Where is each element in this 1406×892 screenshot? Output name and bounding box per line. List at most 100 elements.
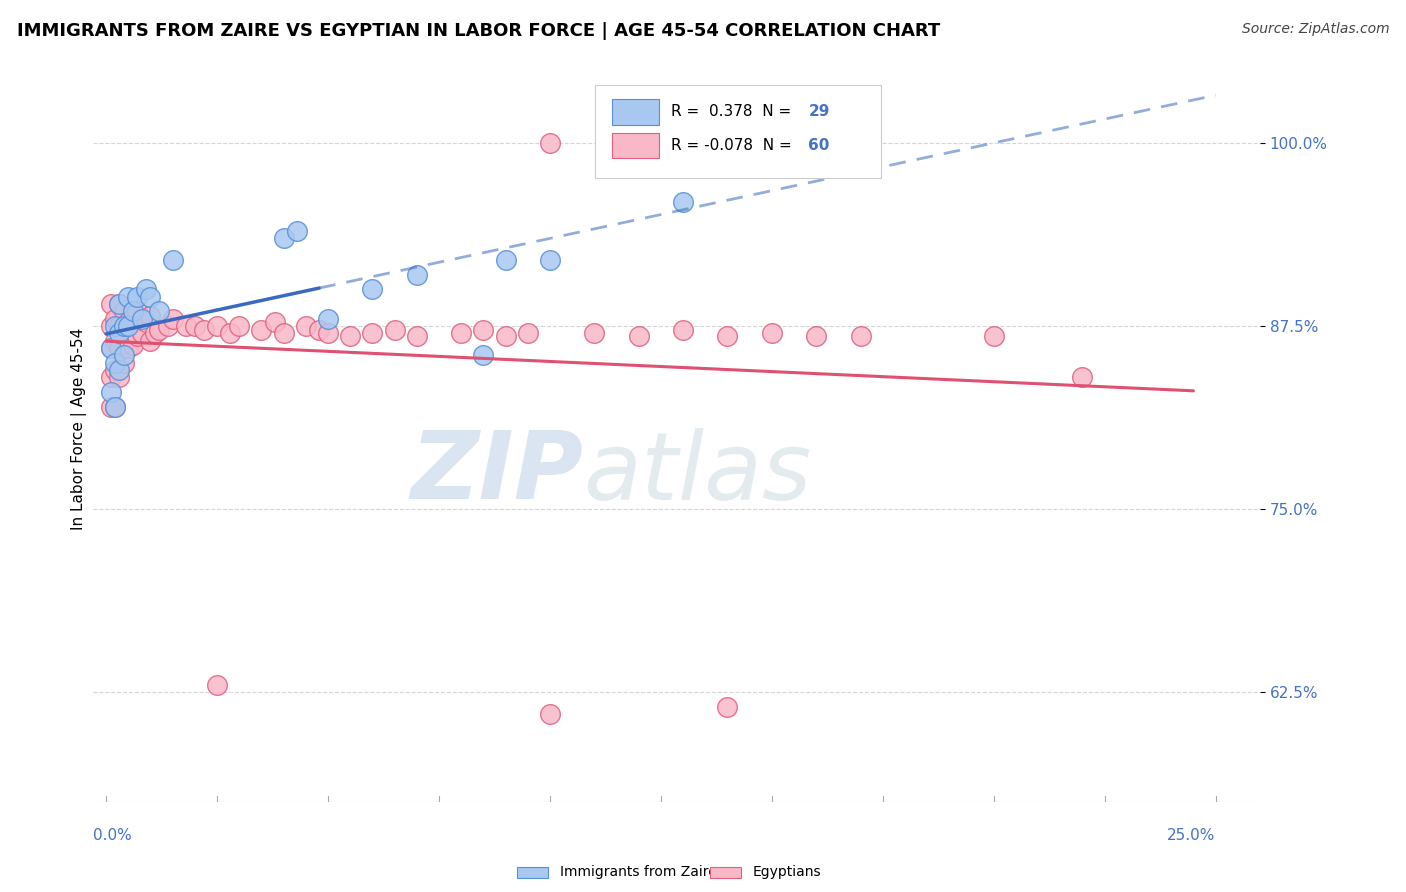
Point (108, 363, 131, 377)
Point (983, 329, 1005, 343)
Point (339, 329, 361, 343)
Point (117, 315, 139, 329)
Point (108, 370, 131, 384)
Point (538, 707, 561, 722)
Point (100, 297, 122, 311)
Point (127, 290, 149, 304)
Point (228, 319, 250, 334)
Text: R =  0.378  N =: R = 0.378 N = (671, 104, 796, 120)
Point (806, 329, 828, 343)
Point (472, 348, 495, 362)
Point (205, 319, 228, 334)
Point (108, 326, 131, 341)
Point (405, 268, 427, 282)
Point (672, 194, 695, 209)
Text: ZIP: ZIP (411, 427, 583, 519)
Point (450, 326, 472, 341)
Text: IMMIGRANTS FROM ZAIRE VS EGYPTIAN IN LABOR FORCE | AGE 45-54 CORRELATION CHART: IMMIGRANTS FROM ZAIRE VS EGYPTIAN IN LAB… (17, 22, 941, 40)
Text: Source: ZipAtlas.com: Source: ZipAtlas.com (1241, 22, 1389, 37)
Point (472, 323, 495, 337)
Text: R = -0.078  N =: R = -0.078 N = (671, 138, 796, 153)
Point (761, 326, 783, 341)
Point (112, 356, 135, 370)
Point (100, 400, 122, 414)
Point (308, 323, 330, 337)
Text: Immigrants from Zaire: Immigrants from Zaire (560, 865, 716, 880)
Text: 25.0%: 25.0% (1167, 829, 1216, 844)
Point (295, 319, 318, 334)
Point (112, 319, 135, 334)
Point (108, 319, 131, 334)
Point (108, 297, 131, 311)
Point (121, 304, 143, 318)
Point (104, 334, 127, 348)
Point (184, 319, 207, 334)
Point (143, 326, 166, 341)
Point (583, 326, 606, 341)
Point (148, 323, 170, 337)
FancyBboxPatch shape (612, 133, 659, 158)
Point (131, 311, 153, 326)
Point (1071, 370, 1094, 384)
Point (716, 699, 738, 714)
Point (139, 309, 162, 323)
Point (193, 323, 215, 337)
Point (112, 348, 135, 362)
Point (263, 315, 285, 329)
Point (104, 319, 127, 334)
Point (100, 319, 122, 334)
Point (112, 304, 135, 318)
Point (139, 334, 162, 348)
Point (112, 329, 135, 343)
Point (121, 315, 143, 329)
Point (316, 326, 339, 341)
Point (384, 323, 406, 337)
Point (162, 311, 184, 326)
Point (285, 224, 308, 238)
Point (495, 253, 517, 268)
Point (162, 253, 184, 268)
Point (135, 315, 157, 329)
Point (104, 400, 127, 414)
Point (316, 311, 339, 326)
Point (117, 319, 139, 334)
Text: 29: 29 (808, 104, 830, 120)
Point (104, 400, 127, 414)
Point (538, 136, 561, 150)
Point (627, 329, 650, 343)
Point (148, 304, 170, 318)
FancyBboxPatch shape (612, 99, 659, 125)
Point (361, 326, 384, 341)
Text: atlas: atlas (583, 428, 811, 519)
Point (672, 323, 695, 337)
Point (127, 329, 149, 343)
Point (104, 356, 127, 370)
Point (538, 253, 561, 268)
Point (135, 283, 157, 297)
Point (121, 338, 143, 352)
Point (174, 319, 197, 334)
Point (100, 341, 122, 355)
Point (250, 323, 273, 337)
Point (219, 326, 242, 341)
Point (516, 326, 538, 341)
Point (117, 290, 139, 304)
Y-axis label: In Labor Force | Age 45-54: In Labor Force | Age 45-54 (72, 327, 87, 530)
Point (104, 363, 127, 377)
Point (108, 341, 131, 355)
Point (495, 329, 517, 343)
Text: Egyptians: Egyptians (752, 865, 821, 880)
Point (205, 678, 228, 692)
Point (100, 370, 122, 384)
Point (127, 304, 149, 318)
Point (104, 311, 127, 326)
Point (100, 341, 122, 355)
Point (108, 297, 131, 311)
Point (100, 384, 122, 399)
Point (361, 283, 384, 297)
Point (405, 329, 427, 343)
Point (273, 326, 295, 341)
Point (716, 329, 738, 343)
Text: 60: 60 (808, 138, 830, 153)
Point (273, 231, 295, 245)
